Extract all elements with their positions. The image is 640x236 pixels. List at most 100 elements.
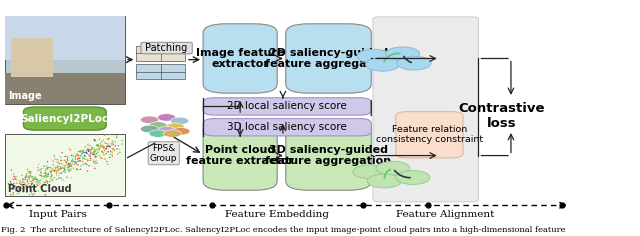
Point	[67, 159, 77, 163]
Point	[77, 155, 88, 159]
Point	[25, 174, 35, 178]
Point	[90, 149, 100, 153]
Point	[92, 161, 102, 165]
Point	[12, 178, 22, 182]
Point	[35, 173, 45, 177]
Point	[86, 146, 97, 150]
Point	[52, 158, 62, 161]
Point	[29, 187, 39, 190]
Point	[63, 160, 74, 164]
Point	[99, 156, 109, 160]
Point	[63, 159, 73, 162]
Point	[33, 178, 44, 182]
Point	[44, 186, 54, 190]
Point	[44, 173, 54, 176]
Point	[83, 169, 93, 173]
Point	[89, 160, 99, 164]
Point	[22, 190, 32, 194]
Point	[108, 147, 118, 150]
Point	[26, 185, 36, 189]
Point	[56, 176, 66, 180]
Point	[78, 162, 88, 166]
Point	[16, 185, 26, 189]
Point	[47, 174, 57, 178]
Point	[31, 177, 42, 181]
Point	[24, 177, 35, 180]
Point	[91, 161, 101, 165]
Point	[18, 177, 28, 181]
Point	[108, 142, 118, 146]
Point	[46, 170, 56, 173]
Point	[10, 176, 20, 180]
Point	[99, 149, 109, 152]
Point	[3, 182, 13, 186]
Point	[10, 185, 20, 188]
Point	[16, 182, 26, 186]
Point	[45, 180, 55, 183]
Point	[95, 146, 105, 150]
Circle shape	[365, 57, 400, 71]
Point	[94, 138, 104, 141]
Point	[89, 148, 99, 152]
Point	[115, 150, 125, 154]
Point	[58, 166, 68, 170]
Point	[45, 166, 55, 169]
Point	[49, 169, 59, 172]
Point	[40, 193, 51, 197]
Point	[102, 144, 112, 148]
Point	[29, 192, 40, 196]
Point	[90, 152, 100, 156]
Point	[66, 168, 76, 172]
Point	[103, 150, 113, 154]
Point	[35, 185, 45, 189]
Point	[56, 158, 66, 162]
Point	[20, 181, 30, 185]
Point	[47, 177, 57, 181]
Point	[18, 190, 28, 194]
Point	[117, 139, 127, 142]
Point	[52, 170, 63, 173]
Point	[36, 167, 47, 170]
Circle shape	[172, 128, 190, 135]
Point	[72, 168, 82, 172]
Point	[109, 148, 120, 152]
Point	[62, 163, 72, 166]
Point	[60, 163, 70, 167]
Point	[27, 185, 37, 189]
Point	[26, 182, 36, 185]
Text: 3D saliency-guided
feature aggregation: 3D saliency-guided feature aggregation	[266, 145, 392, 166]
Point	[59, 159, 69, 162]
Point	[89, 138, 99, 141]
Point	[50, 157, 60, 161]
FancyBboxPatch shape	[396, 112, 463, 158]
Point	[102, 147, 112, 151]
Point	[9, 181, 19, 185]
Point	[13, 189, 24, 193]
Point	[77, 160, 88, 163]
Circle shape	[166, 123, 184, 130]
Point	[52, 169, 62, 173]
Point	[49, 163, 59, 167]
Point	[104, 156, 115, 159]
Point	[63, 164, 74, 168]
Point	[15, 180, 25, 184]
Point	[58, 178, 68, 182]
Point	[29, 175, 40, 179]
Point	[43, 171, 53, 175]
Point	[55, 171, 65, 175]
Point	[76, 168, 86, 171]
Point	[77, 149, 88, 153]
Point	[97, 144, 108, 148]
Point	[58, 169, 68, 173]
Point	[68, 159, 78, 163]
Point	[106, 145, 116, 149]
Point	[54, 168, 64, 171]
Point	[20, 175, 30, 179]
Point	[60, 170, 70, 174]
Point	[100, 147, 111, 151]
Point	[24, 170, 34, 174]
Point	[83, 142, 93, 146]
Bar	[136, 46, 185, 61]
Point	[85, 152, 95, 156]
Point	[49, 154, 60, 158]
